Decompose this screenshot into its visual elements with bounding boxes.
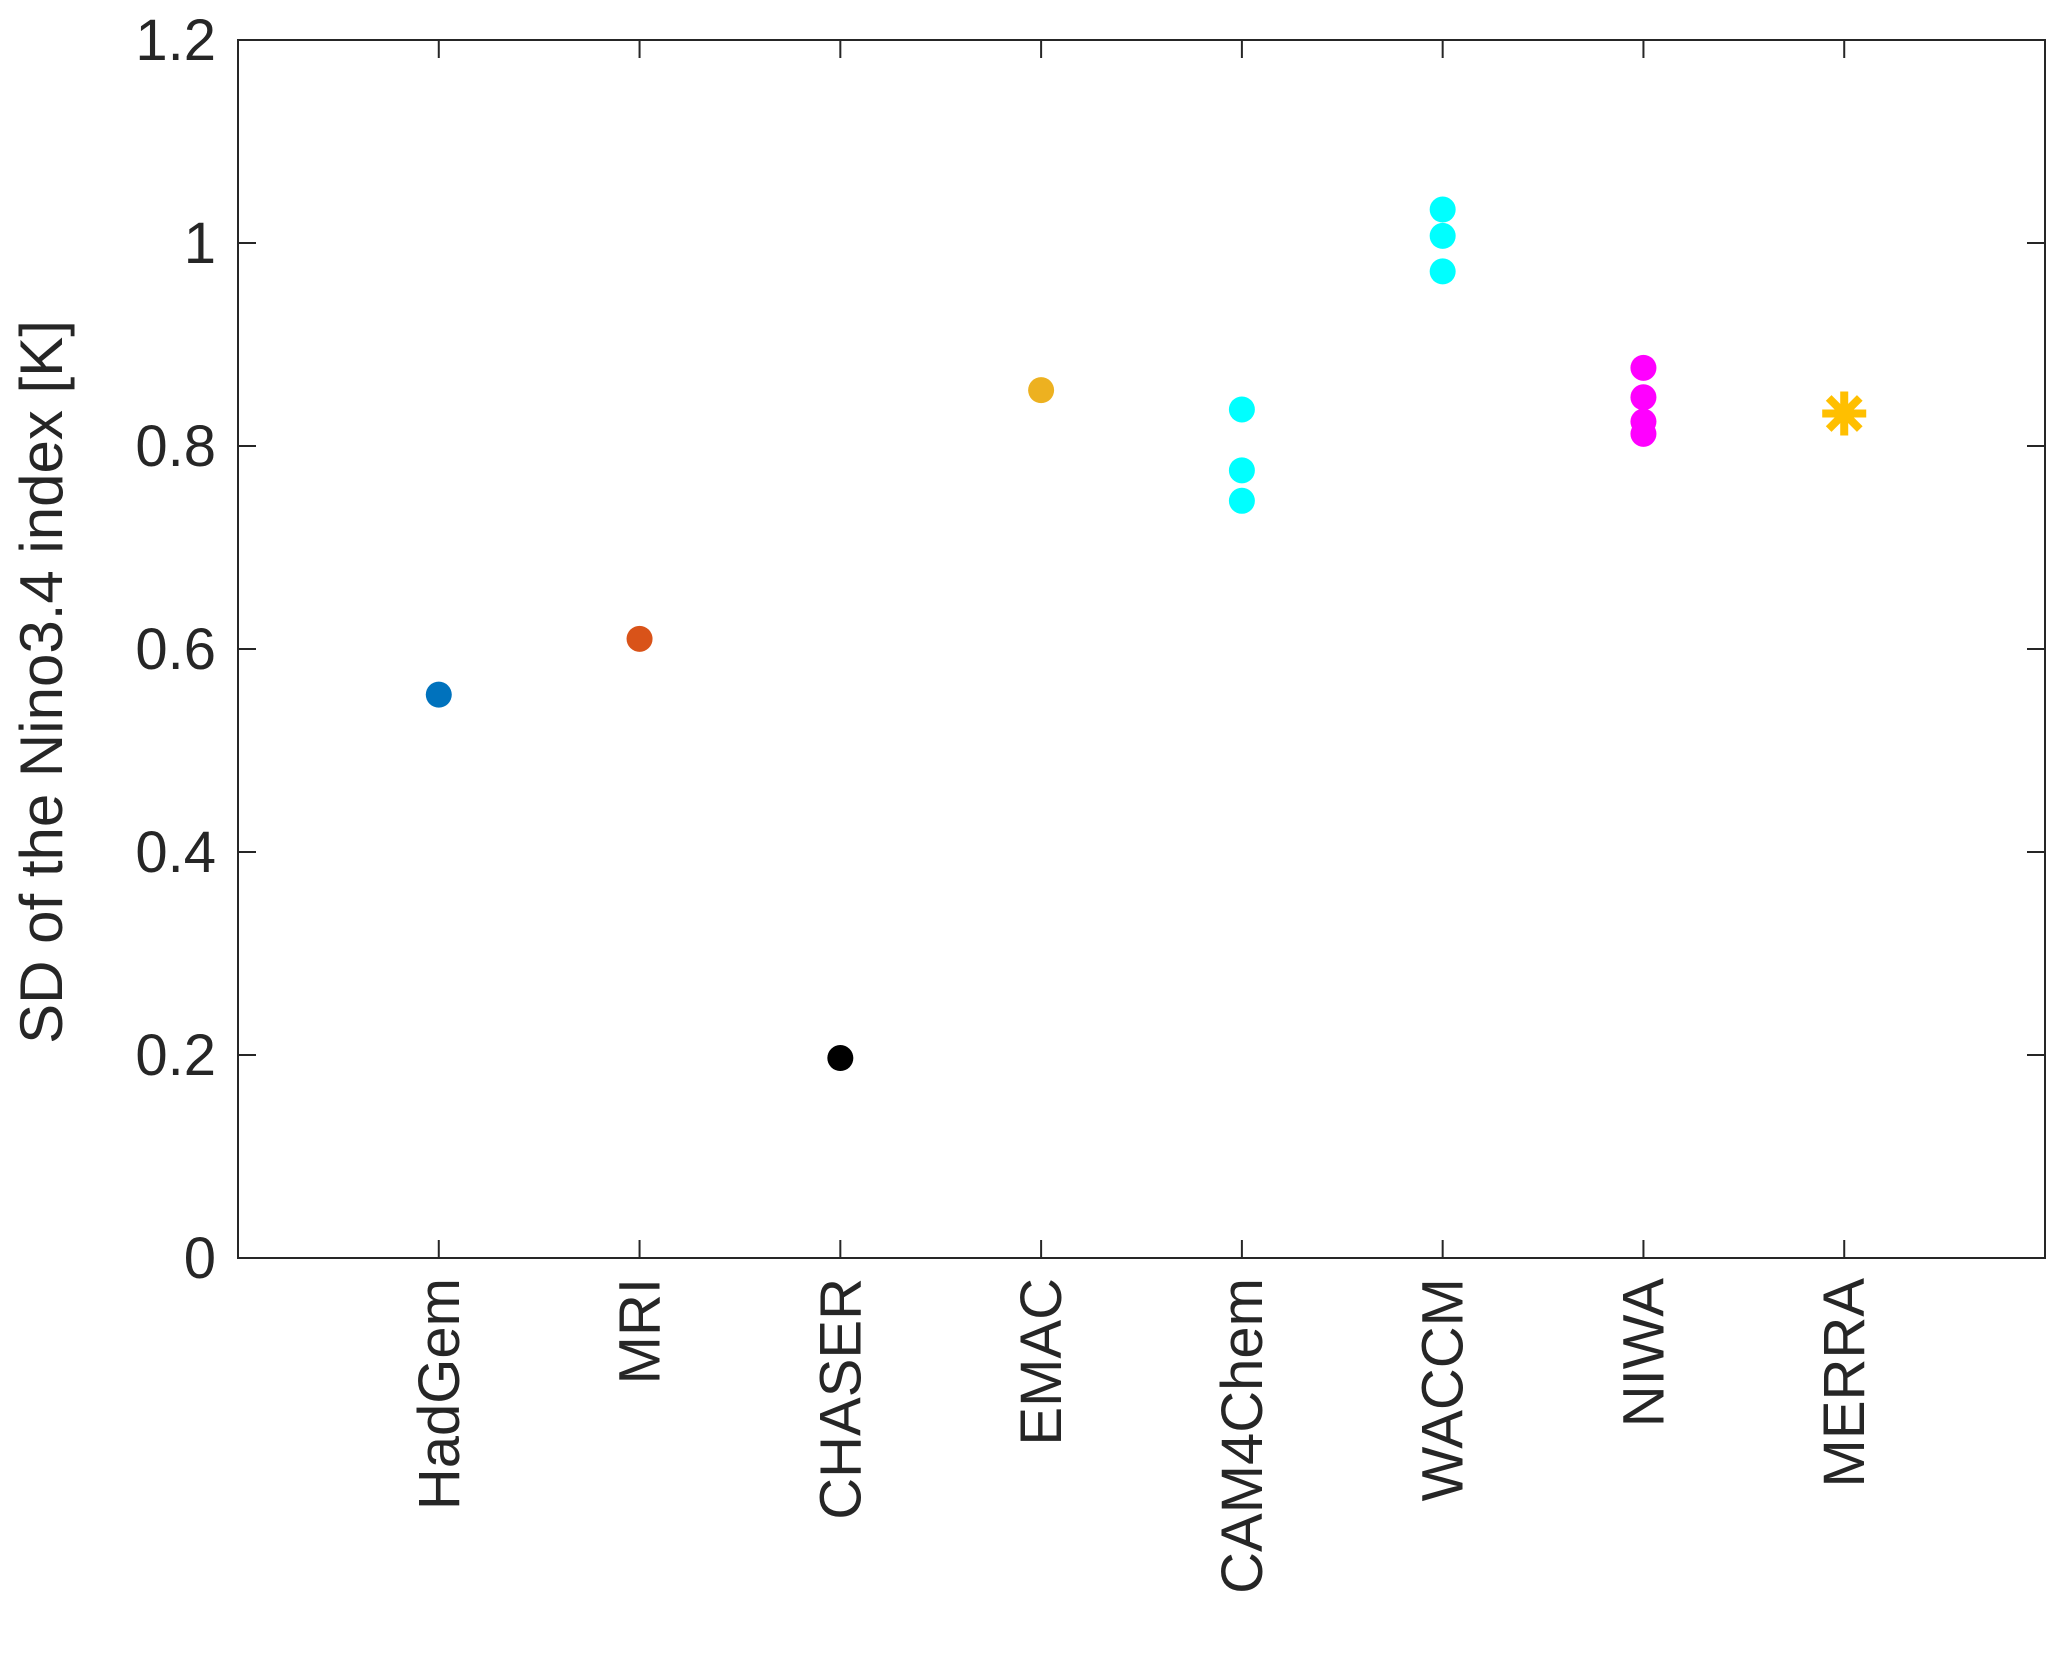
y-tick-label: 0.2 [135, 1023, 216, 1088]
y-tick-label: 0.8 [135, 414, 216, 479]
x-tick-label: HadGem [407, 1278, 472, 1510]
x-tick-label: MRI [608, 1278, 673, 1384]
y-tick-label: 1 [184, 211, 216, 276]
y-tick-label: 0.6 [135, 617, 216, 682]
x-tick-label: MERRA [1812, 1278, 1877, 1488]
y-tick-label: 0 [184, 1226, 216, 1291]
data-points [425, 196, 1867, 1072]
data-point-waccm [1429, 196, 1456, 223]
data-point-cam4chem [1228, 487, 1255, 514]
data-point-cam4chem [1228, 396, 1255, 423]
data-point-hadgem [425, 681, 452, 708]
data-point-waccm [1429, 222, 1456, 249]
data-point-niwa [1630, 420, 1657, 447]
y-tick-label: 1.2 [135, 8, 216, 73]
x-tick-label: NIWA [1611, 1278, 1676, 1428]
data-point-chaser [827, 1045, 854, 1072]
data-point-waccm [1429, 258, 1456, 285]
y-axis: 0 0.2 0.4 0.6 0.8 1 1.2 [135, 8, 2045, 1291]
data-point-mri [626, 625, 653, 652]
x-tick-label: CAM4Chem [1210, 1278, 1275, 1594]
x-tick-label: EMAC [1009, 1278, 1074, 1446]
y-axis-label: SD of the Nino3.4 index [K] [8, 320, 75, 1044]
data-point-niwa [1630, 354, 1657, 381]
data-point-merra [1822, 391, 1867, 436]
data-point-niwa [1630, 384, 1657, 411]
y-tick-label: 0.4 [135, 820, 216, 885]
x-axis: HadGem MRI CHASER EMAC CAM4Chem WACCM NIWA MERR… [407, 40, 1877, 1594]
x-tick-label: CHASER [808, 1278, 873, 1520]
x-tick-label: WACCM [1411, 1278, 1476, 1501]
plot-area [237, 39, 2046, 1259]
data-point-emac [1028, 377, 1055, 404]
data-point-cam4chem [1228, 457, 1255, 484]
